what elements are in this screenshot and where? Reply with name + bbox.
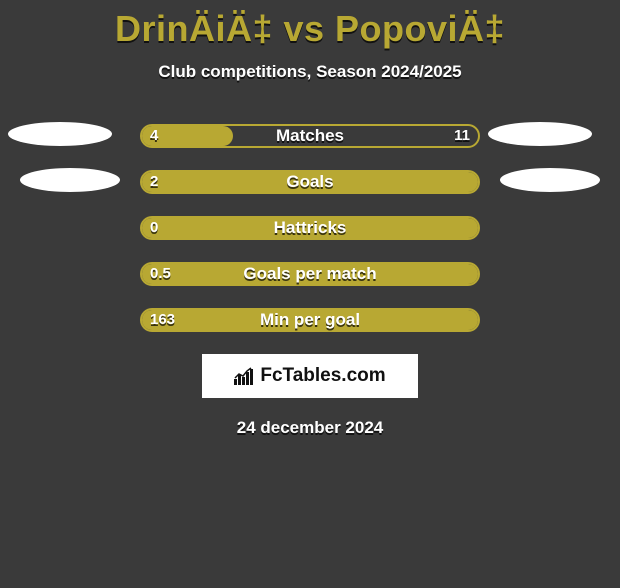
stat-row: Hattricks0: [0, 216, 620, 240]
logo-label: FcTables.com: [260, 365, 385, 387]
player-right-ellipse: [488, 122, 592, 146]
stat-row: Min per goal163: [0, 308, 620, 332]
stat-row: Goals2: [0, 170, 620, 194]
comparison-chart: Matches411 Goals2 Hattricks0 Goals per matc…: [0, 124, 620, 332]
stat-row: Goals per match0.5: [0, 262, 620, 286]
page-title: DrinÄiÄ‡ vs PopoviÄ‡: [0, 8, 620, 50]
page-subtitle: Club competitions, Season 2024/2025: [0, 62, 620, 82]
date-line: 24 december 2024: [0, 418, 620, 438]
stat-row: Matches411: [0, 124, 620, 148]
bar-fill: [142, 172, 478, 192]
player-left-ellipse: [20, 168, 120, 192]
chart-icon: [234, 367, 256, 385]
bar-fill: [142, 264, 478, 284]
player-right-ellipse: [500, 168, 600, 192]
logo-box: FcTables.com: [202, 354, 418, 398]
logo-text: FcTables.com: [234, 365, 385, 387]
bar-fill: [142, 310, 478, 330]
player-left-ellipse: [8, 122, 112, 146]
bar-fill: [142, 218, 478, 238]
bar-fill: [142, 126, 233, 146]
